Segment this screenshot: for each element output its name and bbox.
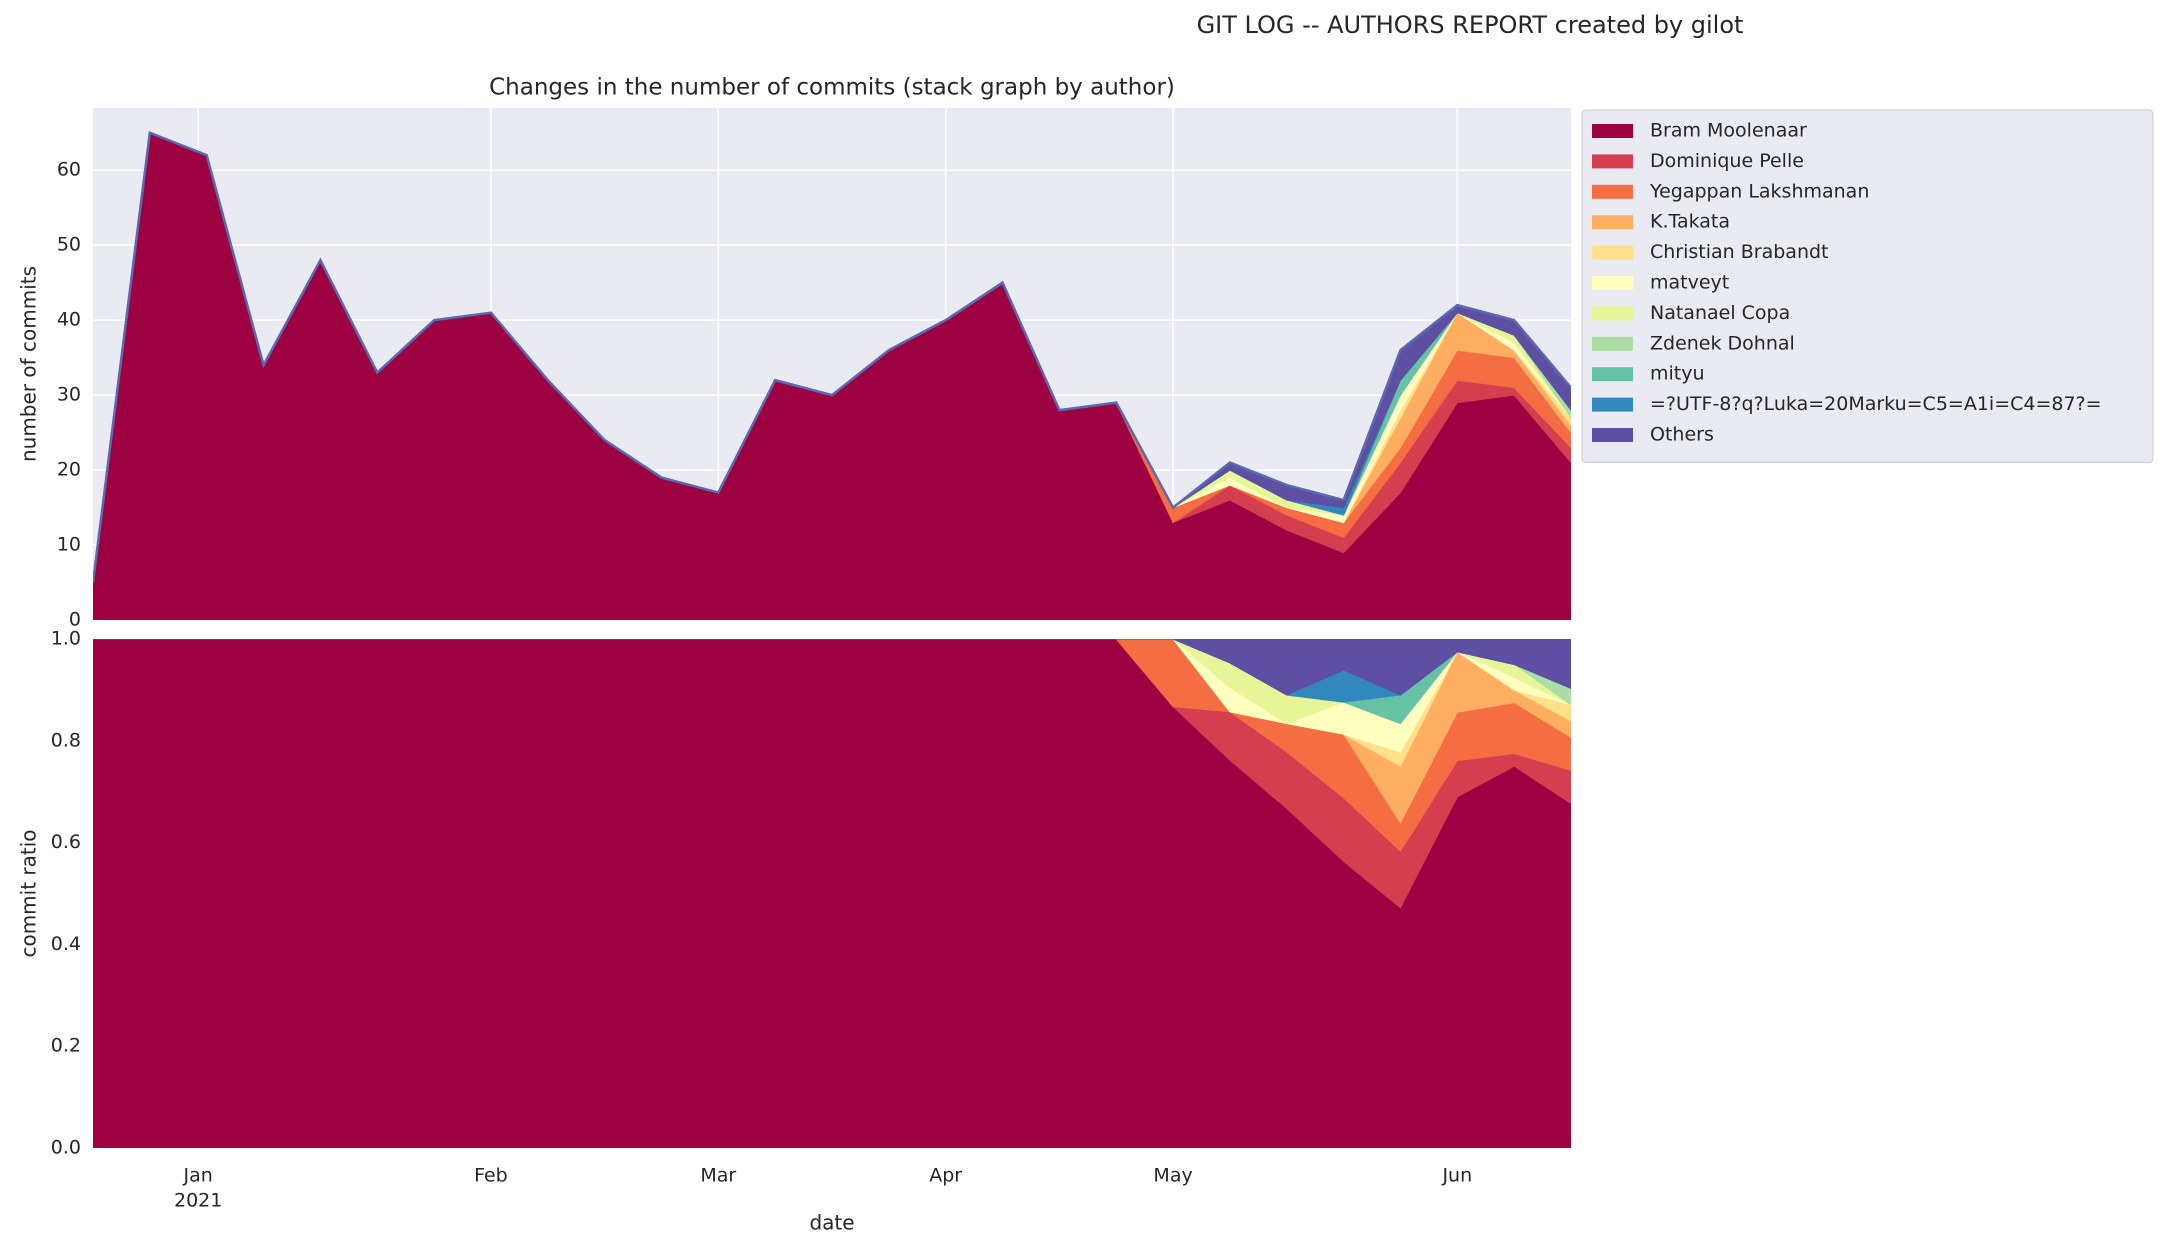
top-outline — [93, 130, 1571, 583]
y-tick-label: 0.8 — [51, 729, 81, 751]
legend-label: Yegappan Lakshmanan — [1649, 180, 1869, 202]
y-tick-label: 0 — [69, 609, 81, 631]
legend-swatch — [1592, 154, 1633, 169]
area — [93, 639, 1571, 909]
x-tick-year: 2021 — [174, 1190, 222, 1212]
legend-swatch — [1592, 367, 1633, 382]
plot-area — [93, 639, 1571, 1148]
y-tick-label: 0.4 — [51, 933, 81, 955]
legend-label: =?UTF-8?q?Luka=20Marku=C5=A1i=C4=87?= — [1650, 393, 2102, 415]
x-tick-label: Feb — [474, 1165, 508, 1187]
legend-swatch — [1592, 215, 1633, 230]
legend-swatch — [1592, 428, 1633, 442]
y-tick-label: 0.2 — [51, 1035, 81, 1057]
legend-label: Natanael Copa — [1650, 302, 1790, 324]
x-axis-label: date — [809, 1211, 854, 1235]
y-tick-label: 30 — [57, 384, 81, 406]
legend-swatch — [1592, 276, 1633, 290]
chart-title: Changes in the number of commits (stack … — [489, 75, 1175, 101]
x-tick-label: Mar — [700, 1165, 736, 1187]
legend-label: Bram Moolenaar — [1650, 120, 1807, 142]
legend-label: Dominique Pelle — [1650, 150, 1804, 172]
legend-label: Christian Brabandt — [1650, 241, 1829, 263]
legend-label: Others — [1650, 424, 1714, 446]
x-tick-label: Apr — [929, 1165, 962, 1187]
y-tick-label: 50 — [57, 234, 81, 256]
y-tick-label: 1.0 — [51, 628, 81, 650]
area — [93, 639, 1571, 753]
plot-area — [93, 130, 1571, 620]
legend-label: K.Takata — [1650, 211, 1730, 233]
legend-swatch — [1592, 397, 1633, 412]
y-tick-label: 40 — [57, 309, 81, 331]
legend-swatch — [1592, 306, 1633, 321]
area — [93, 639, 1571, 1148]
legend-swatch — [1592, 336, 1633, 351]
legend-swatch — [1592, 124, 1633, 138]
legend-label: matveyt — [1650, 272, 1729, 294]
y-tick-label: 0.6 — [51, 831, 81, 853]
legend-swatch — [1592, 245, 1633, 260]
area — [93, 639, 1571, 725]
y-tick-label: 20 — [57, 459, 81, 481]
legend-box — [1581, 109, 2154, 463]
x-tick-label: Jan — [183, 1165, 213, 1187]
area — [93, 639, 1571, 853]
figure-title: GIT LOG -- AUTHORS REPORT created by gil… — [1197, 11, 1744, 39]
y-tick-label: 60 — [57, 159, 81, 181]
y-axis-label: number of commits — [17, 266, 41, 462]
y-tick-label: 10 — [57, 534, 81, 556]
legend-label: mityu — [1650, 363, 1705, 385]
x-tick-label: Jun — [1441, 1165, 1472, 1187]
x-tick-label: May — [1153, 1165, 1192, 1187]
y-axis-label: commit ratio — [17, 829, 41, 957]
legend-swatch — [1592, 184, 1633, 199]
area — [93, 639, 1571, 696]
y-tick-label: 0.0 — [51, 1137, 81, 1159]
legend-label: Zdenek Dohnal — [1650, 332, 1795, 354]
